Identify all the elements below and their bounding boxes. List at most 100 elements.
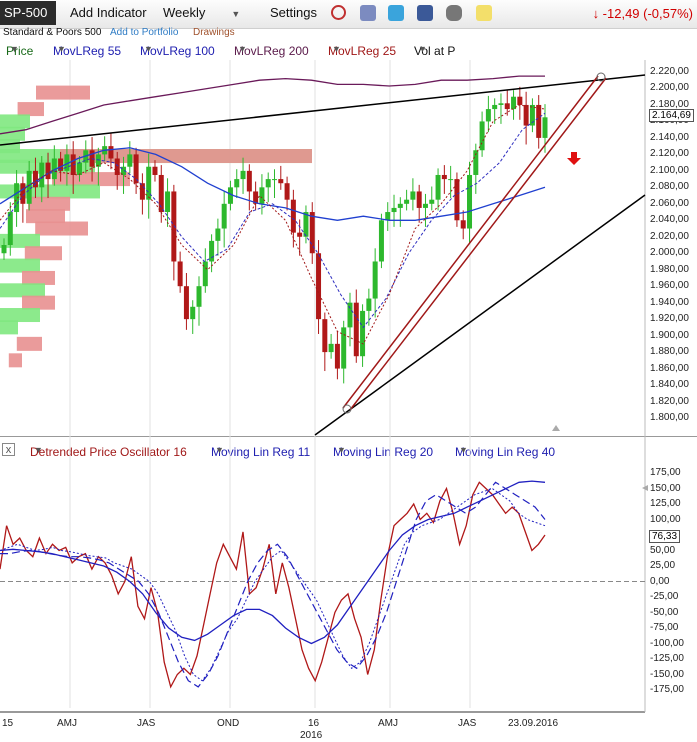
volume-at-price-bar [0,114,30,129]
volume-at-price-bar [24,246,62,261]
price-tick-label: 2.080,00 [650,181,689,193]
osc-tick-label: -25,00 [650,591,679,602]
candle-body [64,154,70,171]
mlr40-line [0,480,546,645]
candle-body [341,327,347,369]
drawing-handle [596,72,606,82]
candle-body [529,104,535,126]
price-tick-label: 2.120,00 [650,148,689,160]
price-tick-label: 1.840,00 [650,379,689,391]
movlreg200-line [0,75,545,135]
candle-body [51,158,57,180]
candle-body [234,179,240,188]
volume-at-price-bar [17,102,44,117]
osc-tick-label: 175,00 [650,467,681,478]
candle-body [328,343,334,353]
interval-select[interactable]: Weekly ▼ [163,5,240,20]
candle-body [404,199,410,204]
notes-icon[interactable] [360,5,376,21]
osc-tick-label: 25,00 [650,560,676,571]
volume-at-price-bar [35,221,88,236]
close-icon[interactable]: x [2,443,15,456]
candle-body [511,96,517,110]
drawings-link[interactable]: Drawings [193,27,235,38]
osc-tick-label: -175,00 [650,684,684,695]
symbol-field[interactable]: SP-500 [0,1,56,25]
candle-body [121,166,127,175]
add-to-portfolio-link[interactable]: Add to Portfolio [110,27,179,38]
candle-body [265,179,271,188]
volume-at-price-bar [0,320,18,335]
alarm-clock-icon[interactable] [331,5,346,20]
price-tick-label: 2.060,00 [650,197,689,209]
candle-body [284,183,290,200]
volume-at-price-bar [0,283,45,298]
price-change: ↓ -12,49 (-0,57%) [592,6,693,21]
candle-body [177,261,183,287]
candle-body [253,191,259,204]
volume-at-price-bar [60,149,312,164]
candle-body [14,183,20,213]
price-tick-label: 1.960,00 [650,280,689,292]
candle-body [485,109,491,122]
price-tick-label: 2.140,00 [650,131,689,143]
osc-tick-label: 100,00 [650,513,681,525]
price-tick-label: 2.220,00 [650,66,689,77]
candle-body [202,261,208,287]
candle-body [467,174,473,229]
oscillator-legend: Detrended Price Oscillator 16 ▼ Moving Li… [30,445,556,459]
candle-body [95,154,101,167]
candle-body [517,96,523,105]
price-tick-label: 2.000,00 [650,247,689,259]
price-tick-label: 1.940,00 [650,296,689,308]
candle-body [303,212,309,237]
candle-body [523,104,529,126]
twitter-icon[interactable] [388,5,404,21]
candle-body [309,212,315,254]
volume-at-price-bar [22,270,55,285]
time-tick-label: 16 [308,718,320,729]
candle-body [152,166,158,175]
candle-body [441,174,447,180]
candle-body [246,170,252,192]
time-tick-label: JAS [137,718,156,729]
candle-body [353,302,359,357]
osc-tick-label: 125,00 [650,498,681,509]
sticky-note-icon[interactable] [476,5,492,21]
candle-body [133,154,139,184]
add-indicator-button[interactable]: Add Indicator [70,5,147,20]
chevron-down-icon: ▼ [231,9,241,19]
mlr11-line [0,487,546,682]
candle-body [45,162,51,180]
toolbar: SP-500 Add Indicator Weekly ▼ Settings ↓ … [0,0,697,29]
candle-body [39,162,45,188]
time-tick-label: AMJ [57,718,77,729]
osc-tick-label: -125,00 [650,653,684,664]
settings-button[interactable]: Settings [270,5,317,20]
facebook-icon[interactable] [417,5,433,21]
osc-tick-label: -50,00 [650,606,679,618]
candle-body [221,203,227,229]
candle-body [209,240,215,262]
price-tick-label: 1.800,00 [650,412,689,423]
candle-body [183,286,189,320]
osc-tick-label: -150,00 [650,668,684,680]
volume-at-price-bar [22,295,55,310]
interval-value: Weekly [163,5,206,20]
volume-at-price-bar [8,353,22,368]
candle-body [158,174,164,213]
channel-line-upper [342,75,599,409]
pane-separator[interactable] [0,436,697,437]
candle-body [108,146,114,159]
candle-body [215,228,221,241]
candle-body [536,104,542,138]
osc-scroll-icon [642,485,648,491]
candle-body [227,187,233,204]
candle-body [20,183,26,204]
price-legend: Price ▼ MovLReg 55 ▼ MovLReg 100 ▼ MovLReg … [6,44,456,58]
candle-body [196,286,202,307]
candle-body [240,170,246,180]
candle-body [378,220,384,262]
binoculars-icon[interactable] [446,5,462,21]
